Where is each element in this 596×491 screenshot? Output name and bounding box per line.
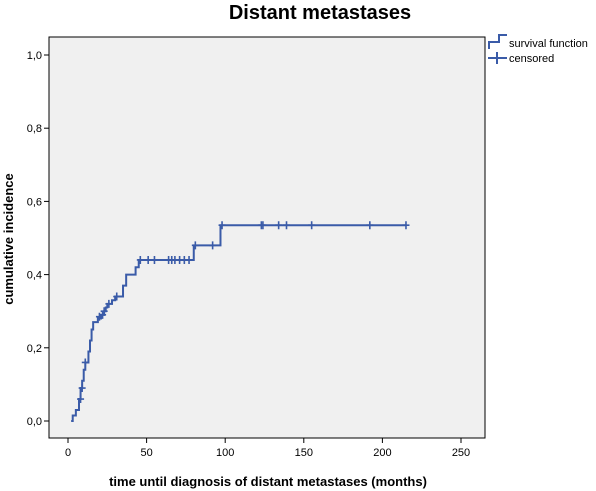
censored-marker (100, 307, 108, 316)
x-tick-label: 150 (295, 447, 313, 459)
legend-step-line (488, 34, 507, 49)
censored-marker (185, 255, 193, 264)
censored-marker (402, 221, 410, 230)
legend-label-survival-function: survival function (509, 38, 588, 50)
y-tick-label: 0,8 (27, 123, 42, 135)
legend: survival function censored (488, 34, 588, 65)
plot-area (48, 36, 486, 439)
x-axis: 0 50 100 150 200 250 (65, 438, 470, 459)
series-layer (71, 221, 410, 422)
censored-marker (259, 221, 267, 230)
y-tick-label: 1,0 (27, 50, 42, 62)
y-axis: 0,0 0,2 0,4 0,6 0,8 1,0 (27, 50, 49, 428)
y-axis-label: cumulative incidence (1, 173, 16, 305)
censored-marker (144, 255, 152, 264)
legend-label-censored: censored (509, 53, 554, 65)
censored-marker (218, 221, 226, 230)
chart-title: Distant metastases (229, 2, 411, 24)
censored-marker (105, 299, 113, 308)
x-tick-label: 200 (373, 447, 391, 459)
censored-marker (77, 395, 85, 404)
y-tick-label: 0,2 (27, 343, 42, 355)
legend-censored-icon (488, 52, 507, 64)
censored-marker (308, 221, 316, 230)
censored-marker (283, 221, 291, 230)
censored-marker (191, 241, 199, 250)
x-tick-label: 0 (65, 447, 71, 459)
x-tick-label: 50 (140, 447, 152, 459)
x-tick-label: 250 (452, 447, 470, 459)
legend-cross (488, 52, 507, 64)
y-tick-label: 0,0 (27, 416, 42, 428)
x-axis-label: time until diagnosis of distant metastas… (109, 474, 427, 489)
censored-marker (209, 241, 217, 250)
censored-marker (78, 384, 86, 393)
x-tick-label: 100 (216, 447, 234, 459)
censored-marker (81, 358, 89, 367)
legend-step-icon (488, 34, 507, 49)
y-tick-label: 0,6 (27, 196, 42, 208)
censored-marker (95, 312, 103, 321)
censored-marker (113, 292, 121, 301)
censored-marker (136, 255, 144, 264)
censored-marker (275, 221, 283, 230)
censored-marker (366, 221, 374, 230)
censored-marker (150, 255, 158, 264)
y-tick-label: 0,4 (27, 270, 42, 282)
